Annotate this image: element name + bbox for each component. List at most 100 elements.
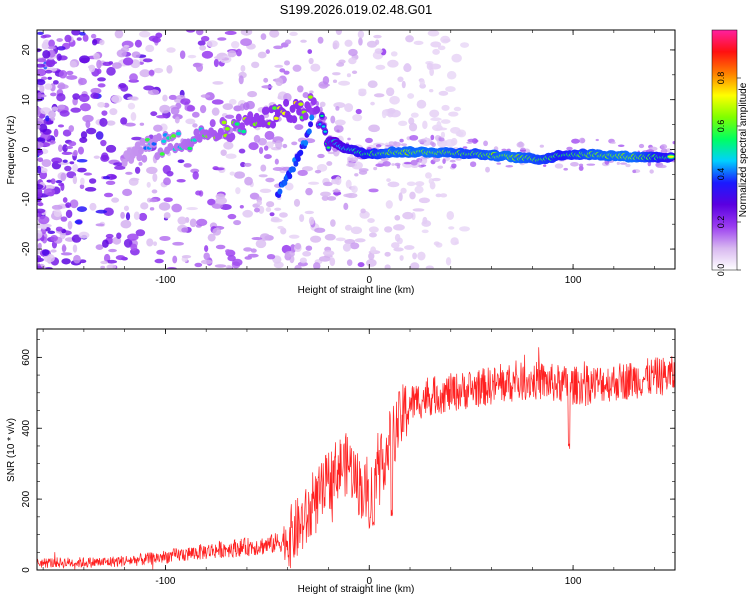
spectrogram-speckle bbox=[426, 62, 433, 71]
spectrogram-speckle bbox=[258, 146, 264, 154]
spectrogram-speckle bbox=[322, 75, 330, 85]
spectrogram-speckle bbox=[235, 187, 241, 195]
spectrogram-speckle bbox=[40, 34, 47, 39]
spectrogram-speckle bbox=[37, 191, 43, 198]
spectrogram-speckle bbox=[255, 239, 267, 249]
spectrogram-speckle bbox=[200, 94, 211, 98]
spectrogram-speckle bbox=[302, 92, 309, 99]
spectrogram-speckle bbox=[228, 98, 237, 105]
spectrogram-speckle bbox=[48, 39, 55, 48]
spectrogram-speckle bbox=[358, 168, 369, 172]
spectrogram-ridge-core bbox=[273, 116, 279, 121]
spectrogram-speckle bbox=[192, 171, 199, 180]
spectrogram-ridge-halo bbox=[134, 141, 141, 150]
spectrogram-speckle bbox=[93, 155, 100, 159]
spectrogram-speckle bbox=[191, 111, 200, 118]
spectrogram-speckle bbox=[57, 104, 66, 110]
spectrogram-speckle bbox=[660, 144, 668, 150]
spectrogram-speckle bbox=[222, 103, 234, 110]
spectrogram-speckle bbox=[68, 141, 77, 147]
spectrogram-speckle bbox=[158, 202, 171, 211]
spectrogram-speckle bbox=[450, 237, 459, 246]
spectrogram-speckle bbox=[389, 95, 400, 105]
spectrogram-speckle bbox=[437, 165, 444, 169]
spectrogram-speckle bbox=[335, 237, 346, 242]
spectrogram-speckle bbox=[106, 66, 116, 76]
spectrogram-speckle bbox=[543, 164, 547, 167]
spectrogram-speckle bbox=[410, 112, 419, 118]
spectrogram-speckle bbox=[37, 137, 46, 142]
spectrogram-branch bbox=[303, 140, 309, 147]
spectrogram-speckle bbox=[332, 40, 340, 50]
spectrogram-speckle bbox=[368, 188, 379, 193]
spectrogram-speckle bbox=[56, 38, 63, 42]
spectrogram-speckle bbox=[120, 219, 132, 229]
spectrogram-speckle bbox=[442, 38, 451, 43]
spectrogram-speckle bbox=[92, 39, 98, 46]
spectrogram-ridge-core bbox=[187, 146, 193, 151]
spectrogram-speckle bbox=[240, 38, 253, 47]
spectrogram-speckle bbox=[195, 63, 203, 72]
snr-ytick-label: 0 bbox=[21, 567, 32, 573]
spectrogram-speckle bbox=[53, 128, 59, 138]
spectrogram-speckle bbox=[162, 165, 171, 175]
spectrogram-speckle bbox=[97, 77, 106, 82]
spectrogram-speckle bbox=[41, 159, 52, 168]
spectrogram-speckle bbox=[42, 39, 51, 49]
spectrogram-speckle bbox=[448, 226, 455, 230]
spectrogram-speckle bbox=[399, 138, 404, 143]
spectrogram-speckle bbox=[71, 30, 81, 36]
spectrogram-speckle bbox=[84, 187, 97, 192]
spectrogram-speckle bbox=[350, 226, 363, 235]
spectrogram-speckle bbox=[105, 180, 116, 186]
spectrogram-speckle bbox=[672, 140, 675, 145]
spectrogram-speckle bbox=[149, 198, 158, 203]
spectrogram-speckle bbox=[37, 141, 44, 148]
spectrogram-ridge-halo bbox=[229, 132, 236, 141]
spectrogram-speckle bbox=[430, 41, 442, 48]
spectrogram-speckle bbox=[224, 30, 237, 36]
snr-background bbox=[37, 329, 675, 570]
snr-frame bbox=[36, 328, 676, 571]
spectrogram-ridge-halo bbox=[136, 153, 143, 162]
spectrogram-speckle bbox=[37, 79, 46, 86]
page-title: S199.2026.019.02.48.G01 bbox=[279, 2, 433, 17]
snr-ytick-label: 200 bbox=[21, 490, 32, 507]
spectrogram-speckle bbox=[76, 159, 88, 163]
spectrogram-speckle bbox=[56, 93, 66, 102]
spectrogram-speckle bbox=[171, 203, 183, 213]
spectrogram-speckle bbox=[400, 187, 407, 194]
spectrogram-speckle bbox=[400, 143, 408, 147]
spectrogram-speckle bbox=[37, 255, 42, 263]
spectrogram-speckle bbox=[291, 141, 298, 146]
spectrogram-speckle bbox=[97, 101, 106, 108]
spectrogram-speckle bbox=[410, 159, 418, 166]
spectrogram-speckle bbox=[37, 202, 44, 207]
spectrogram-ridge-halo bbox=[296, 107, 303, 116]
spectrogram-speckle bbox=[375, 144, 382, 148]
spectrogram-speckle bbox=[422, 120, 428, 130]
spectrogram-speckle bbox=[466, 141, 473, 144]
colorbar-tick-label: 0.4 bbox=[716, 168, 726, 181]
spectrogram-speckle bbox=[61, 244, 67, 253]
spectrogram-speckle bbox=[375, 163, 385, 168]
spectrogram-speckle bbox=[326, 196, 337, 201]
spectrogram-speckle bbox=[37, 242, 42, 250]
spectrogram-ridge-core bbox=[241, 129, 247, 134]
spectrogram-speckle bbox=[103, 192, 114, 198]
spectrogram-speckle bbox=[390, 242, 400, 249]
spectrogram-speckle bbox=[360, 208, 366, 214]
spectrogram-speckle bbox=[76, 167, 87, 173]
spectrogram-speckle bbox=[225, 114, 235, 119]
spectrogram-ridge-core bbox=[298, 102, 304, 106]
spectrogram-speckle bbox=[79, 31, 86, 36]
spectrogram-speckle bbox=[432, 48, 440, 55]
spectrogram-speckle bbox=[402, 211, 414, 220]
spectrogram-speckle bbox=[44, 83, 53, 90]
spectrogram-speckle bbox=[375, 64, 386, 70]
spectrogram-speckle bbox=[438, 137, 445, 142]
spectrogram-speckle bbox=[283, 70, 290, 75]
spectrogram-speckle bbox=[412, 208, 425, 212]
spectrogram-speckle bbox=[260, 164, 267, 172]
